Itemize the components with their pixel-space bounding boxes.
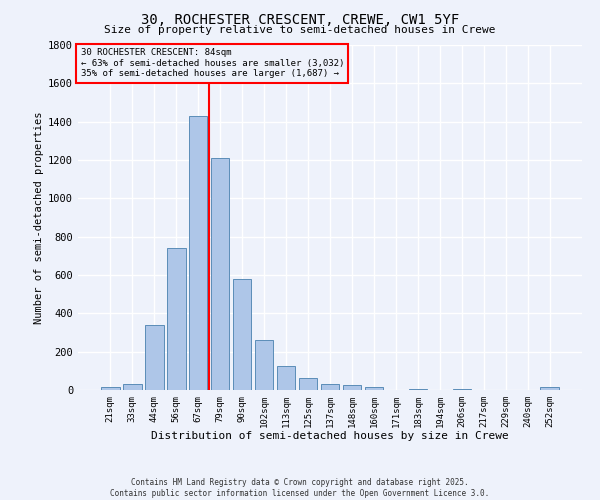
Bar [541,387,559,390]
Bar [343,385,361,390]
Text: Contains HM Land Registry data © Crown copyright and database right 2025.
Contai: Contains HM Land Registry data © Crown c… [110,478,490,498]
Bar [233,279,251,390]
Bar [365,387,383,390]
Bar [409,389,427,390]
Y-axis label: Number of semi-detached properties: Number of semi-detached properties [34,112,44,324]
Bar [299,378,317,390]
Text: 30, ROCHESTER CRESCENT, CREWE, CW1 5YF: 30, ROCHESTER CRESCENT, CREWE, CW1 5YF [141,12,459,26]
Text: 30 ROCHESTER CRESCENT: 84sqm
← 63% of semi-detached houses are smaller (3,032)
3: 30 ROCHESTER CRESCENT: 84sqm ← 63% of se… [80,48,344,78]
Bar [167,248,185,390]
Bar [277,366,295,390]
Bar [452,389,471,390]
Bar [320,384,340,390]
Text: Size of property relative to semi-detached houses in Crewe: Size of property relative to semi-detach… [104,25,496,35]
Bar [189,116,208,390]
Bar [123,384,142,390]
Bar [145,325,164,390]
Bar [211,158,229,390]
Bar [101,387,119,390]
Bar [255,340,274,390]
X-axis label: Distribution of semi-detached houses by size in Crewe: Distribution of semi-detached houses by … [151,432,509,442]
